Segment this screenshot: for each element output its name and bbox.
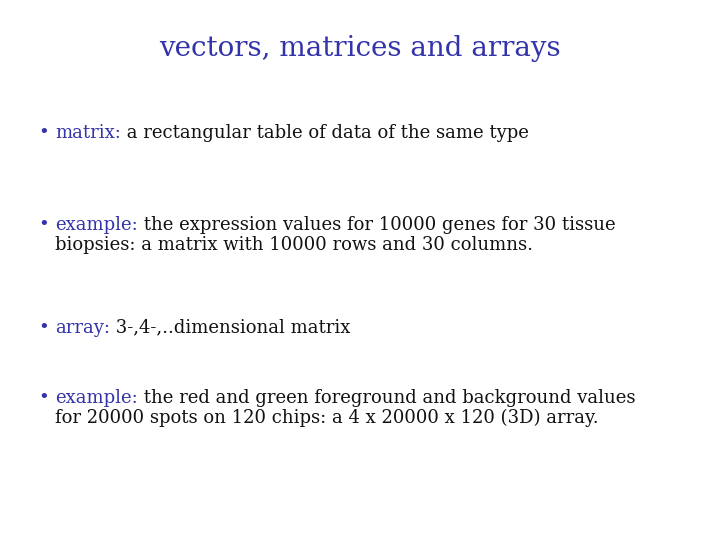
Text: biopsies: a matrix with 10000 rows and 30 columns.: biopsies: a matrix with 10000 rows and 3… xyxy=(55,236,533,254)
Text: matrix:: matrix: xyxy=(55,124,121,142)
Text: vectors, matrices and arrays: vectors, matrices and arrays xyxy=(159,35,561,62)
Text: example:: example: xyxy=(55,389,138,407)
Text: •: • xyxy=(38,124,49,142)
Text: •: • xyxy=(38,319,49,336)
Text: •: • xyxy=(38,216,49,234)
Text: array:: array: xyxy=(55,319,110,336)
Text: the expression values for 10000 genes for 30 tissue: the expression values for 10000 genes fo… xyxy=(138,216,616,234)
Text: a rectangular table of data of the same type: a rectangular table of data of the same … xyxy=(121,124,528,142)
Text: 3-,4-,..dimensional matrix: 3-,4-,..dimensional matrix xyxy=(110,319,351,336)
Text: the red and green foreground and background values: the red and green foreground and backgro… xyxy=(138,389,635,407)
Text: example:: example: xyxy=(55,216,138,234)
Text: for 20000 spots on 120 chips: a 4 x 20000 x 120 (3D) array.: for 20000 spots on 120 chips: a 4 x 2000… xyxy=(55,409,598,427)
Text: •: • xyxy=(38,389,49,407)
